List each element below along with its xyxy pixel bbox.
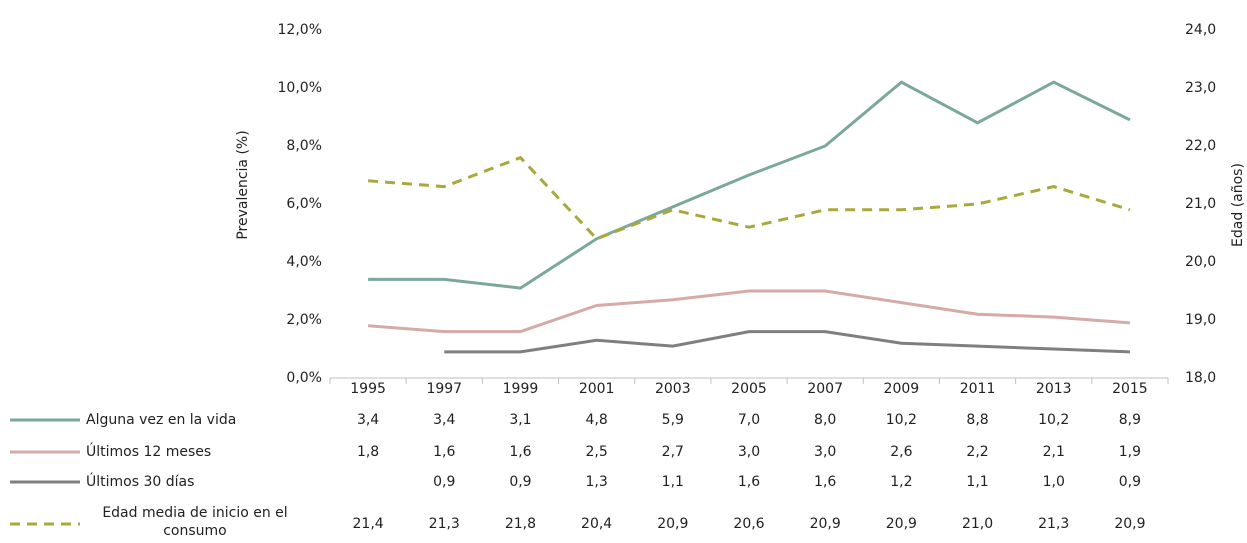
- table-value: 3,4: [433, 412, 455, 428]
- series-line: [368, 80, 1131, 290]
- legend-label-box: Edad media de inicio en el consumo: [102, 505, 288, 539]
- table-value: 1,8: [357, 444, 379, 460]
- legend-label: Alguna vez en la vida: [86, 412, 236, 428]
- table-value: 3,1: [509, 412, 531, 428]
- table-value: 0,9: [433, 474, 455, 490]
- y-tick-label: 2,0%: [286, 312, 322, 328]
- y-tick-label: 10,0%: [278, 80, 322, 96]
- legend-label: Últimos 30 días: [86, 472, 194, 490]
- table-value: 8,9: [1119, 412, 1141, 428]
- table-value: 2,6: [890, 444, 912, 460]
- table-value: 20,6: [733, 516, 764, 532]
- table-value: 21,3: [429, 516, 460, 532]
- table-value: 20,9: [1114, 516, 1145, 532]
- table-value: 2,5: [586, 444, 608, 460]
- table-value: 21,4: [353, 516, 384, 532]
- table-value: 20,9: [657, 516, 688, 532]
- x-tick-label: 2007: [807, 381, 843, 397]
- table-value: 4,8: [586, 412, 608, 428]
- table-value: 1,6: [433, 444, 455, 460]
- x-tick-label: 2009: [884, 381, 920, 397]
- series-line: [367, 289, 1131, 334]
- table-value: 21,8: [505, 516, 536, 532]
- table-value: 3,0: [814, 444, 836, 460]
- table-value: 1,1: [662, 474, 684, 490]
- y-tick-label: 6,0%: [286, 196, 322, 212]
- y2-tick-label: 22,0: [1185, 138, 1216, 154]
- table-value: 3,0: [738, 444, 760, 460]
- y-tick-label: 8,0%: [286, 138, 322, 154]
- legend-label: Edad media de inicio en el consumo: [102, 505, 288, 539]
- x-tick-label: 1995: [350, 381, 386, 397]
- y2-tick-label: 20,0: [1185, 254, 1216, 270]
- y2-tick-label: 24,0: [1185, 22, 1216, 38]
- table-value: 8,0: [814, 412, 836, 428]
- x-tick-label: 2013: [1036, 381, 1072, 397]
- y-axis-title: Prevalencia (%): [235, 130, 251, 239]
- series-line: [444, 330, 1130, 354]
- y-tick-label: 4,0%: [286, 254, 322, 270]
- x-tick-label: 1997: [426, 381, 462, 397]
- series-line: [367, 155, 1131, 241]
- table-value: 7,0: [738, 412, 760, 428]
- table-value: 5,9: [662, 412, 684, 428]
- x-tick-label: 2011: [960, 381, 996, 397]
- table-value: 10,2: [886, 412, 917, 428]
- table-value: 2,1: [1043, 444, 1065, 460]
- x-tick-label: 2015: [1112, 381, 1148, 397]
- table-value: 10,2: [1038, 412, 1069, 428]
- table-value: 2,2: [966, 444, 988, 460]
- y2-tick-label: 18,0: [1185, 370, 1216, 386]
- table-value: 8,8: [966, 412, 988, 428]
- table-value: 1,2: [890, 474, 912, 490]
- table-value: 3,4: [357, 412, 379, 428]
- table-value: 1,6: [814, 474, 836, 490]
- x-tick-label: 2003: [655, 381, 691, 397]
- table-value: 1,1: [966, 474, 988, 490]
- table-value: 1,6: [509, 444, 531, 460]
- table-value: 2,7: [662, 444, 684, 460]
- table-value: 20,9: [810, 516, 841, 532]
- y2-tick-label: 19,0: [1185, 312, 1216, 328]
- table-value: 1,3: [586, 474, 608, 490]
- table-value: 0,9: [509, 474, 531, 490]
- x-tick-label: 1999: [503, 381, 539, 397]
- y-tick-label: 0,0%: [286, 370, 322, 386]
- table-value: 20,9: [886, 516, 917, 532]
- y2-tick-label: 21,0: [1185, 196, 1216, 212]
- table-value: 1,9: [1119, 444, 1141, 460]
- x-tick-label: 2001: [579, 381, 615, 397]
- x-tick-label: 2005: [731, 381, 767, 397]
- table-value: 1,0: [1043, 474, 1065, 490]
- y2-axis-title: Edad (años): [1230, 163, 1246, 247]
- table-value: 0,9: [1119, 474, 1141, 490]
- y2-tick-label: 23,0: [1185, 80, 1216, 96]
- table-value: 21,3: [1038, 516, 1069, 532]
- table-value: 1,6: [738, 474, 760, 490]
- y-tick-label: 12,0%: [278, 22, 322, 38]
- legend-label: Últimos 12 meses: [86, 442, 211, 460]
- table-value: 20,4: [581, 516, 612, 532]
- table-value: 21,0: [962, 516, 993, 532]
